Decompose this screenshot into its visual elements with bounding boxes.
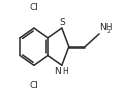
Text: Cl: Cl (30, 3, 38, 12)
Text: NH: NH (100, 24, 113, 32)
Text: 2: 2 (107, 29, 111, 34)
Text: Cl: Cl (30, 81, 38, 90)
Text: N: N (55, 67, 61, 76)
Text: H: H (62, 67, 68, 76)
Text: S: S (60, 18, 65, 27)
